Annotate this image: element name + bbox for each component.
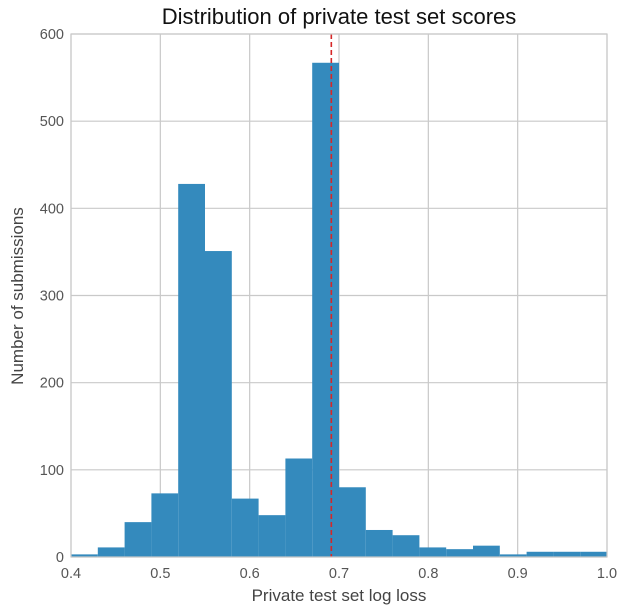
histogram-bar bbox=[526, 551, 554, 557]
x-tick-label: 0.7 bbox=[329, 566, 349, 582]
y-tick-label: 300 bbox=[40, 289, 64, 305]
histogram-bar bbox=[285, 458, 313, 557]
bars bbox=[71, 62, 607, 558]
y-tick-label: 0 bbox=[56, 550, 64, 566]
plot-frame bbox=[70, 33, 608, 558]
x-axis-label: Private test set log loss bbox=[252, 586, 427, 605]
histogram-bar bbox=[392, 535, 420, 557]
y-axis-label: Number of submissions bbox=[8, 207, 27, 385]
y-tick-label: 500 bbox=[40, 114, 64, 130]
histogram-bar bbox=[499, 554, 527, 557]
histogram-bar bbox=[151, 493, 179, 557]
x-tick-label: 0.8 bbox=[418, 566, 438, 582]
histogram-bar bbox=[231, 498, 259, 557]
histogram-bar bbox=[178, 183, 205, 557]
y-tick-label: 400 bbox=[40, 201, 64, 217]
y-tick-label: 600 bbox=[40, 27, 64, 43]
histogram-bar bbox=[97, 547, 125, 557]
x-tick-labels: 0.4 0.5 0.6 0.7 0.8 0.9 1.0 bbox=[61, 566, 617, 582]
y-tick-label: 100 bbox=[40, 463, 64, 479]
histogram-bar bbox=[446, 549, 473, 557]
histogram-bar bbox=[339, 487, 366, 557]
x-tick-label: 1.0 bbox=[597, 566, 617, 582]
histogram-bar bbox=[71, 554, 98, 557]
histogram-bar bbox=[312, 62, 339, 557]
y-tick-labels: 0 100 200 300 400 500 600 bbox=[40, 27, 64, 566]
histogram-bar bbox=[205, 251, 232, 558]
histogram-bar bbox=[365, 529, 393, 557]
x-tick-label: 0.4 bbox=[61, 566, 81, 582]
chart-title: Distribution of private test set scores bbox=[162, 4, 517, 29]
histogram-bar bbox=[124, 522, 152, 557]
histogram-bar bbox=[473, 545, 500, 557]
x-tick-label: 0.9 bbox=[508, 566, 528, 582]
x-tick-label: 0.6 bbox=[240, 566, 260, 582]
y-tick-label: 200 bbox=[40, 376, 64, 392]
x-tick-label: 0.5 bbox=[150, 566, 170, 582]
histogram-bar bbox=[419, 547, 447, 557]
histogram-bar bbox=[553, 551, 581, 557]
histogram-bar bbox=[580, 551, 607, 557]
histogram-bar bbox=[258, 515, 286, 557]
